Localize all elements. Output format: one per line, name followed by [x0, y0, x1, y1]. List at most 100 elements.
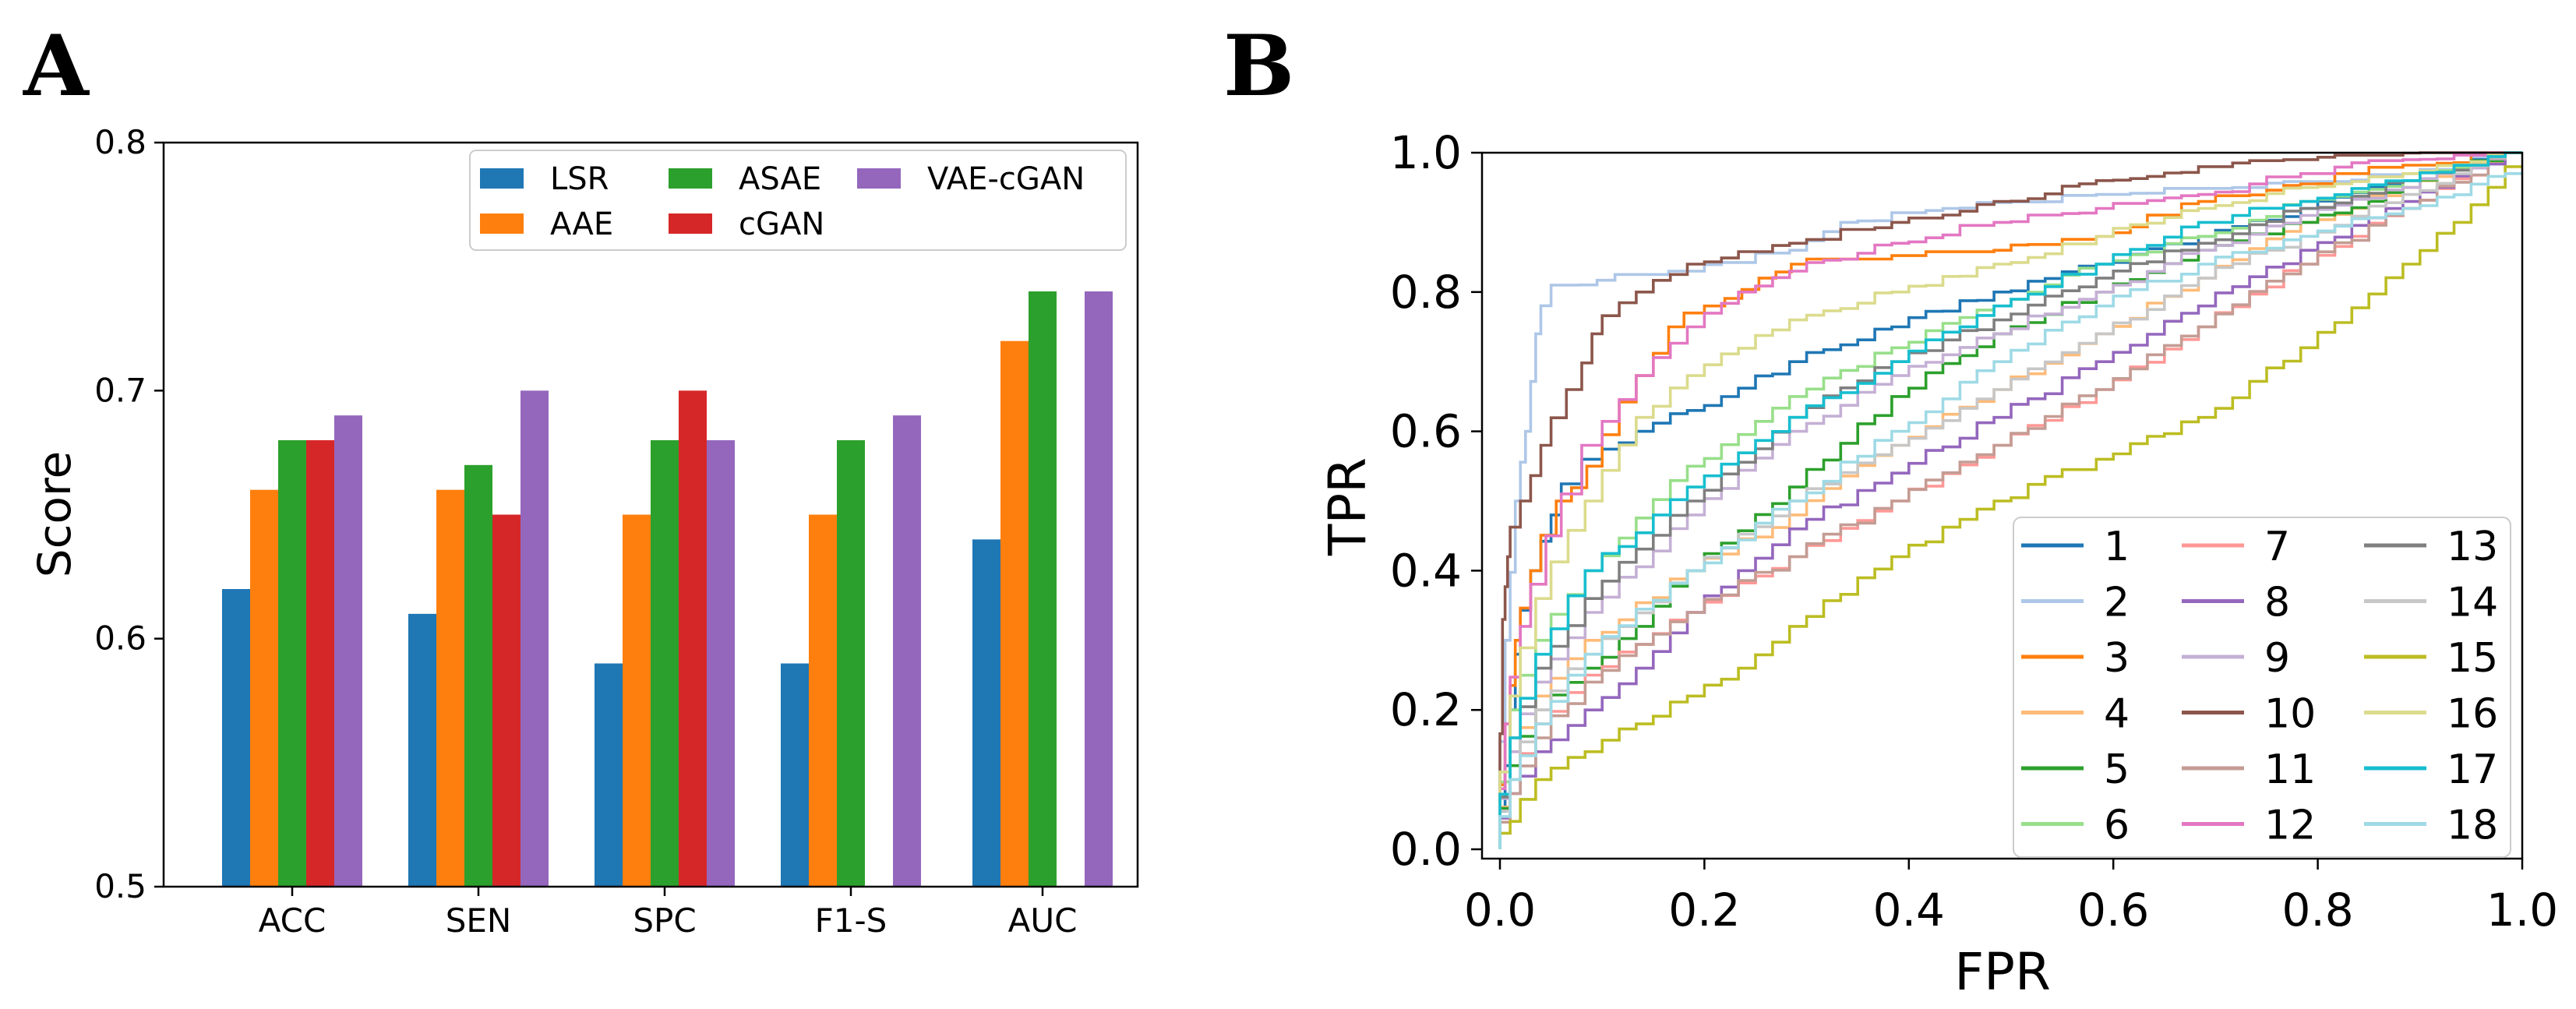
x-tick-label: F1-S [815, 901, 887, 940]
bar-cGAN-SEN [492, 514, 520, 887]
bar-ASAE-AUC [1029, 291, 1057, 887]
legend-label-4: 4 [2104, 691, 2130, 738]
bar-VAE-cGAN-SEN [520, 390, 549, 887]
legend-label-13: 13 [2447, 524, 2498, 570]
bar-LSR-AUC [972, 539, 1000, 887]
roc-curve-13 [1498, 151, 2522, 849]
legend-swatch-cGAN [669, 213, 712, 234]
bar-chart-y-label: Score [28, 451, 81, 577]
roc-curve-3 [1498, 151, 2522, 849]
roc-curve-16 [1498, 151, 2522, 849]
y-tick-label: 0.8 [1390, 266, 1462, 319]
roc-curve-18 [1498, 172, 2522, 849]
legend-label-10: 10 [2264, 691, 2316, 738]
bar-AAE-ACC [250, 489, 278, 887]
y-tick-label: 0.4 [1390, 544, 1462, 597]
bar-VAE-cGAN-AUC [1085, 291, 1113, 887]
legend-swatch-AAE [480, 213, 524, 234]
bar-LSR-SEN [408, 613, 436, 887]
legend-label-LSR: LSR [550, 161, 609, 197]
bar-LSR-ACC [222, 589, 250, 887]
bar-VAE-cGAN-F1-S [893, 415, 921, 887]
x-tick-label: AUC [1008, 901, 1078, 940]
y-tick-label: 0.6 [1390, 405, 1462, 458]
x-tick-label: 0.8 [2281, 884, 2353, 937]
legend-label-AAE: AAE [550, 206, 613, 242]
x-tick-label: 0.6 [2077, 884, 2149, 937]
y-tick-label: 1.0 [1390, 126, 1462, 179]
x-tick-label: SPC [633, 901, 696, 940]
legend-label-18: 18 [2447, 803, 2498, 849]
legend-swatch-VAE-cGAN [857, 168, 901, 189]
legend-label-6: 6 [2104, 803, 2130, 849]
bar-chart: 0.5 0.6 0.7 0.8 ACC SEN SPC F1-S AUC Score LSR AA… [28, 123, 1139, 940]
x-tick-label: 0.4 [1873, 884, 1945, 937]
y-tick-label: 0.0 [1390, 823, 1462, 876]
legend-label-9: 9 [2264, 635, 2290, 682]
legend-label-2: 2 [2104, 580, 2130, 626]
legend-label-17: 17 [2447, 746, 2498, 793]
roc-curve-12 [1498, 151, 2522, 849]
roc-curve-10 [1498, 151, 2522, 849]
bar-AAE-SEN [436, 489, 464, 887]
panel-a-letter: A [23, 17, 90, 115]
legend-label-3: 3 [2104, 635, 2130, 682]
legend-label-7: 7 [2264, 524, 2290, 570]
roc-curve-9 [1498, 151, 2522, 849]
legend-label-ASAE: ASAE [739, 161, 821, 197]
roc-chart-lines [1498, 151, 2522, 849]
y-tick-label: 0.8 [94, 123, 146, 161]
legend-box [2013, 517, 2511, 858]
bar-AAE-SPC [623, 514, 651, 887]
roc-chart: 0.0 0.2 0.4 0.6 0.8 1.0 0.0 0.2 0.4 0.6 0.8 1.0 FPR… [1318, 126, 2558, 1002]
bar-VAE-cGAN-ACC [334, 415, 362, 887]
legend-label-cGAN: cGAN [739, 206, 824, 242]
x-tick-label: ACC [259, 901, 326, 940]
legend-label-VAE-cGAN: VAE-cGAN [927, 161, 1085, 197]
bar-cGAN-SPC [679, 390, 707, 887]
bar-ASAE-SEN [464, 464, 492, 887]
roc-curve-11 [1498, 151, 2522, 849]
roc-curve-17 [1498, 151, 2522, 849]
bar-chart-frame [162, 141, 1139, 888]
panel-b-letter: B [1223, 17, 1294, 115]
bar-ASAE-SPC [651, 440, 679, 887]
legend-label-12: 12 [2264, 803, 2316, 849]
bar-chart-ticks: 0.5 0.6 0.7 0.8 ACC SEN SPC F1-S AUC [94, 123, 1077, 940]
x-tick-label: SEN [446, 901, 512, 940]
roc-chart-x-label: FPR [1954, 942, 2051, 1002]
legend-label-15: 15 [2447, 635, 2498, 682]
bar-ASAE-F1-S [837, 440, 865, 887]
legend-label-11: 11 [2264, 746, 2316, 793]
roc-curve-5 [1498, 151, 2522, 849]
bar-AAE-F1-S [809, 514, 837, 887]
bar-cGAN-ACC [306, 440, 334, 887]
roc-curve-8 [1498, 151, 2522, 849]
y-tick-label: 0.5 [94, 867, 146, 905]
legend-swatch-ASAE [669, 168, 712, 189]
legend-box [469, 150, 1127, 251]
legend-label-1: 1 [2104, 524, 2130, 570]
roc-chart-y-label: TPR [1318, 457, 1378, 556]
legend-label-16: 16 [2447, 691, 2498, 738]
roc-chart-ticks: 0.0 0.2 0.4 0.6 0.8 1.0 0.0 0.2 0.4 0.6 0.8 1.0 [1390, 126, 2558, 937]
legend-label-5: 5 [2104, 746, 2130, 793]
y-tick-label: 0.2 [1390, 683, 1462, 736]
x-tick-label: 0.2 [1668, 884, 1740, 937]
bar-AAE-AUC [1000, 340, 1029, 887]
roc-curve-15 [1498, 165, 2522, 849]
x-tick-label: 0.0 [1464, 884, 1536, 937]
legend-label-8: 8 [2264, 580, 2290, 626]
y-tick-label: 0.7 [94, 371, 146, 409]
bar-LSR-SPC [595, 663, 623, 887]
bar-chart-bars [222, 291, 1113, 887]
roc-chart-frame [1480, 151, 2524, 860]
legend-swatch-LSR [480, 168, 524, 189]
legend-label-14: 14 [2447, 580, 2498, 626]
x-tick-label: 1.0 [2486, 884, 2558, 937]
bar-chart-legend: LSR AAE ASAE cGAN VAE-cGAN [469, 150, 1127, 251]
roc-curve-2 [1498, 151, 2522, 849]
bar-ASAE-ACC [278, 440, 306, 887]
